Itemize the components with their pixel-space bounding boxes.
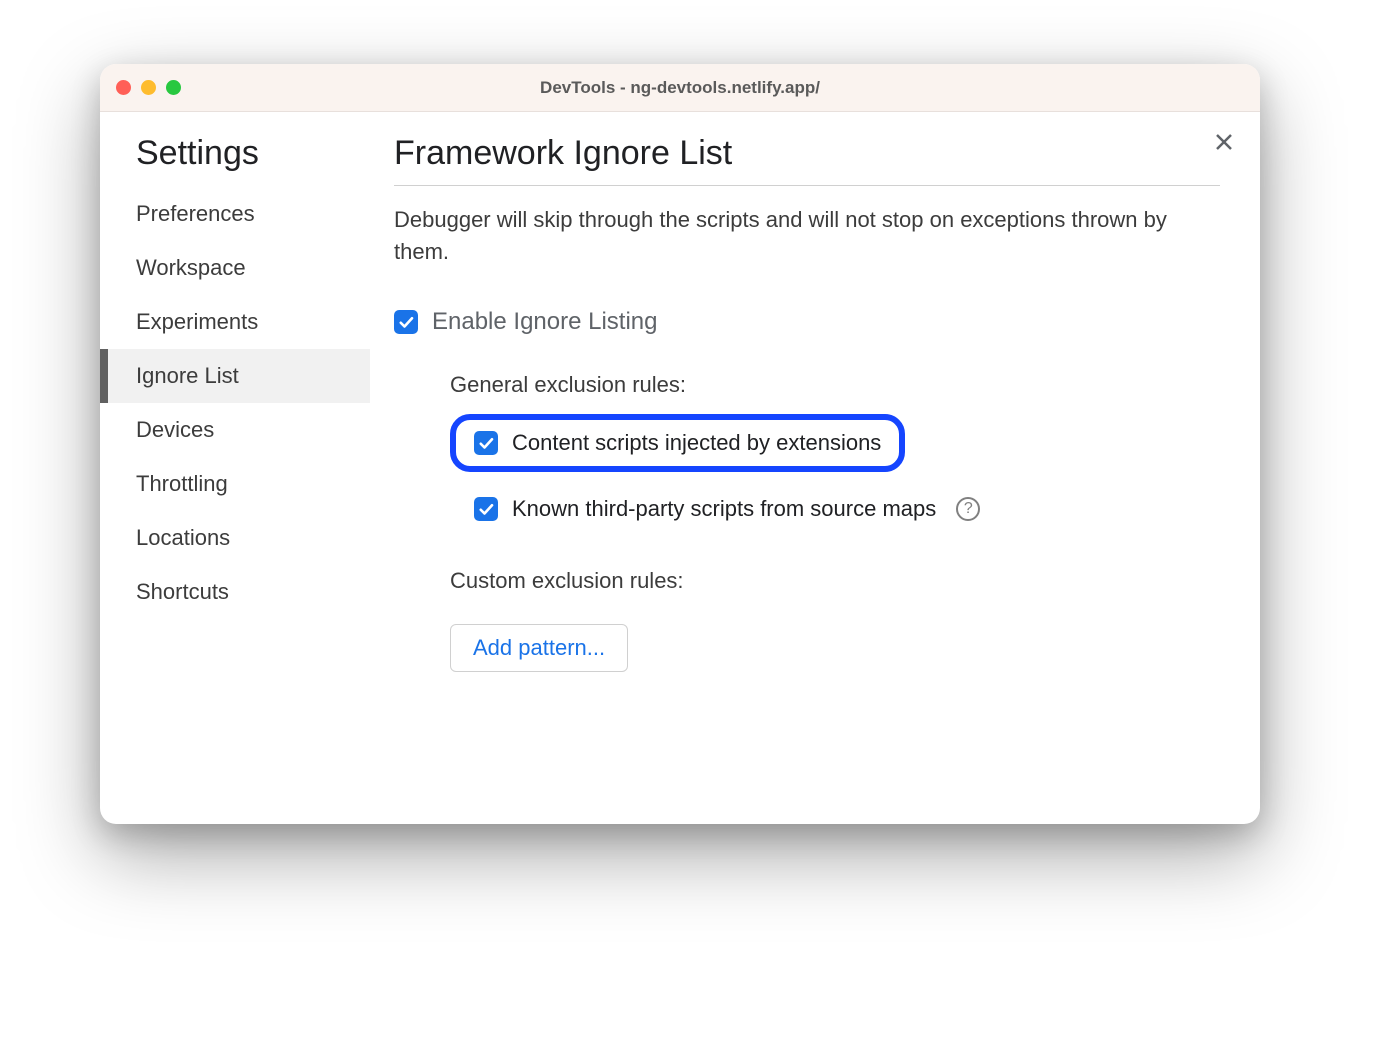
content-scripts-rule-highlight: Content scripts injected by extensions	[450, 414, 905, 472]
sidebar-item-label: Ignore List	[136, 363, 239, 388]
devtools-window: DevTools - ng-devtools.netlify.app/ Sett…	[100, 64, 1260, 824]
traffic-lights	[116, 80, 181, 95]
sidebar-item-label: Locations	[136, 525, 230, 550]
settings-content: Settings Preferences Workspace Experimen…	[100, 112, 1260, 824]
enable-ignore-listing-label: Enable Ignore Listing	[432, 308, 658, 336]
third-party-scripts-label: Known third-party scripts from source ma…	[512, 496, 936, 522]
general-rules-label: General exclusion rules:	[450, 372, 1220, 398]
settings-main: Framework Ignore List Debugger will skip…	[370, 112, 1260, 824]
third-party-scripts-rule: Known third-party scripts from source ma…	[450, 486, 1220, 532]
settings-sidebar: Settings Preferences Workspace Experimen…	[100, 112, 370, 824]
titlebar: DevTools - ng-devtools.netlify.app/	[100, 64, 1260, 112]
sidebar-item-throttling[interactable]: Throttling	[100, 457, 370, 511]
sidebar-item-experiments[interactable]: Experiments	[100, 295, 370, 349]
sidebar-item-shortcuts[interactable]: Shortcuts	[100, 565, 370, 619]
custom-rules-label: Custom exclusion rules:	[450, 568, 1220, 594]
window-close-button[interactable]	[116, 80, 131, 95]
sidebar-item-ignore-list[interactable]: Ignore List	[100, 349, 370, 403]
window-title: DevTools - ng-devtools.netlify.app/	[100, 78, 1260, 98]
page-title: Framework Ignore List	[394, 134, 1220, 186]
content-scripts-checkbox[interactable]	[474, 431, 498, 455]
window-minimize-button[interactable]	[141, 80, 156, 95]
close-icon[interactable]	[1212, 130, 1236, 154]
content-scripts-label: Content scripts injected by extensions	[512, 430, 881, 456]
sidebar-item-devices[interactable]: Devices	[100, 403, 370, 457]
enable-ignore-listing-row: Enable Ignore Listing	[394, 308, 1220, 336]
enable-ignore-listing-checkbox[interactable]	[394, 310, 418, 334]
sidebar-item-label: Preferences	[136, 201, 255, 226]
sidebar-item-label: Shortcuts	[136, 579, 229, 604]
sidebar-item-preferences[interactable]: Preferences	[100, 187, 370, 241]
page-description: Debugger will skip through the scripts a…	[394, 204, 1220, 268]
help-icon[interactable]: ?	[956, 497, 980, 521]
window-maximize-button[interactable]	[166, 80, 181, 95]
sidebar-item-label: Throttling	[136, 471, 228, 496]
general-rules-group: Content scripts injected by extensions K…	[450, 414, 1220, 532]
sidebar-item-label: Devices	[136, 417, 214, 442]
sidebar-title: Settings	[100, 134, 370, 187]
sidebar-item-locations[interactable]: Locations	[100, 511, 370, 565]
sidebar-item-workspace[interactable]: Workspace	[100, 241, 370, 295]
sidebar-item-label: Workspace	[136, 255, 246, 280]
sidebar-item-label: Experiments	[136, 309, 258, 334]
add-pattern-button[interactable]: Add pattern...	[450, 624, 628, 672]
third-party-scripts-checkbox[interactable]	[474, 497, 498, 521]
